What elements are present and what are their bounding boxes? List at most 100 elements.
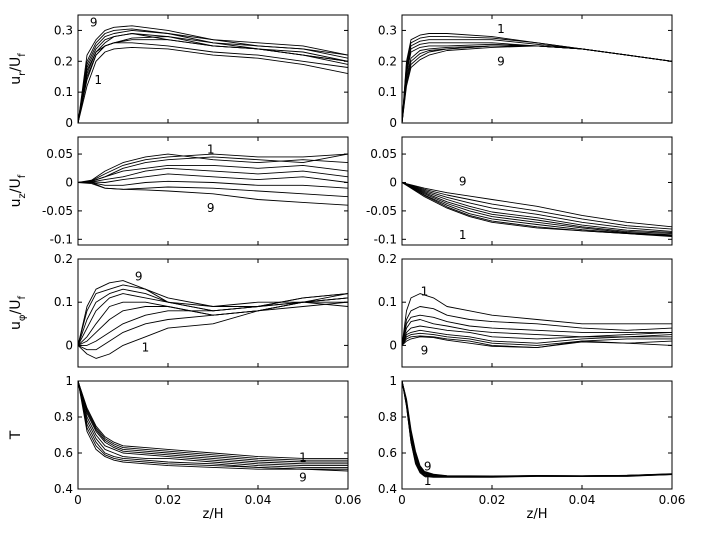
y-tick-label-uz-left-1: -0.05	[42, 204, 73, 218]
series-line-uz-right-5	[402, 182, 672, 235]
series-line-uphi-left-1	[78, 297, 348, 359]
curve-label-ur-left-0: 9	[90, 16, 98, 30]
curve-label-t-right-0: 9	[424, 460, 432, 474]
curve-label-t-right-1: 1	[424, 474, 432, 488]
axes-frame-ur-left	[77, 14, 349, 124]
x-tick-label-t-left-2: 0.04	[245, 493, 272, 507]
series-line-ur-left-8	[78, 28, 348, 123]
y-tick-label-uz-left-0: -0.1	[50, 232, 73, 246]
series-line-uphi-left-5	[78, 301, 348, 346]
y-axis-label-text: u	[8, 198, 24, 207]
y-tick-label-uz-right-0: -0.1	[374, 232, 397, 246]
y-tick-label-ur-right-2: 0.2	[378, 54, 397, 68]
curve-label-uphi-right-1: 9	[421, 344, 429, 358]
axes-frame-t-left	[77, 380, 349, 490]
axes-frame-t-right	[401, 380, 673, 490]
x-tick-label-t-left-0: 0	[74, 493, 82, 507]
series-line-t-left-1	[78, 381, 348, 459]
y-tick-label-t-left-3: 1	[65, 374, 73, 388]
series-line-uphi-left-7	[78, 288, 348, 346]
y-tick-label-uphi-right-1: 0.1	[378, 295, 397, 309]
series-line-uz-left-6	[78, 173, 348, 183]
x-tick-label-t-left-3: 0.06	[335, 493, 362, 507]
series-line-t-right-9	[402, 381, 672, 477]
y-axis-label-text: /U	[8, 178, 24, 193]
series-line-uphi-right-3	[402, 314, 672, 346]
series-line-ur-left-9	[78, 25, 348, 123]
series-line-t-right-1	[402, 381, 672, 478]
series-line-ur-right-1	[402, 33, 672, 123]
series-line-ur-left-7	[78, 29, 348, 123]
series-line-ur-right-4	[402, 42, 672, 123]
y-tick-label-ur-right-1: 0.1	[378, 85, 397, 99]
series-line-t-right-7	[402, 381, 672, 477]
axes-frame-uz-left	[77, 136, 349, 246]
series-line-t-left-2	[78, 381, 348, 461]
y-tick-label-t-left-0: 0.4	[54, 482, 73, 496]
series-line-t-left-5	[78, 381, 348, 467]
y-tick-label-ur-left-1: 0.1	[54, 85, 73, 99]
series-line-ur-right-3	[402, 39, 672, 123]
x-tick-label-t-right-2: 0.04	[569, 493, 596, 507]
series-line-t-right-6	[402, 381, 672, 477]
y-axis-label-subscript: f	[17, 53, 28, 57]
series-line-ur-right-8	[402, 45, 672, 123]
series-line-uphi-right-9	[402, 336, 672, 349]
curve-label-uz-right-1: 1	[459, 228, 467, 242]
series-line-uz-left-3	[78, 153, 348, 183]
axes-frame-uphi-left	[77, 258, 349, 368]
series-line-uphi-left-3	[78, 297, 348, 346]
axes-frame-uz-right	[401, 136, 673, 246]
curve-label-uphi-left-0: 9	[135, 269, 143, 283]
curve-label-t-left-0: 1	[299, 451, 307, 465]
series-line-uz-right-8	[402, 182, 672, 230]
y-tick-label-uphi-left-1: 0.1	[54, 295, 73, 309]
axes-frame-ur-right	[401, 14, 673, 124]
y-axis-label-row-4: T	[8, 430, 24, 440]
y-axis-label-row-2: uz/Uf	[8, 174, 28, 207]
series-line-uz-left-1	[78, 153, 348, 183]
y-tick-label-t-right-1: 0.6	[378, 446, 397, 460]
y-axis-label-row-3: uφ/Uf	[8, 296, 28, 330]
y-axis-label-row-1: ur/Uf	[8, 53, 28, 85]
y-axis-label-text: u	[8, 321, 24, 330]
y-axis-label-text: T	[8, 430, 24, 440]
curve-label-uz-right-0: 9	[459, 174, 467, 188]
x-axis-label-left: z/H	[203, 507, 224, 522]
series-line-t-right-2	[402, 381, 672, 478]
series-line-uz-left-8	[78, 182, 348, 198]
y-tick-label-ur-left-3: 0.3	[54, 23, 73, 37]
y-tick-label-t-left-1: 0.6	[54, 446, 73, 460]
series-line-t-left-9	[78, 381, 348, 472]
curve-label-t-left-1: 9	[299, 470, 307, 484]
series-line-t-right-4	[402, 381, 672, 478]
y-tick-label-t-right-3: 1	[389, 374, 397, 388]
curve-label-ur-right-1: 9	[497, 54, 505, 68]
y-tick-label-uz-right-3: 0.05	[370, 147, 397, 161]
series-line-uphi-right-1	[402, 293, 672, 346]
series-line-uz-right-3	[402, 182, 672, 236]
series-line-uz-right-9	[402, 182, 672, 228]
series-line-uphi-left-4	[78, 301, 348, 346]
series-line-t-left-4	[78, 381, 348, 465]
series-line-uphi-right-8	[402, 335, 672, 349]
series-line-uz-left-9	[78, 182, 348, 206]
y-axis-label-subscript: f	[17, 174, 28, 178]
y-tick-label-ur-right-0: 0	[389, 116, 397, 130]
y-axis-label-subscript: z	[17, 193, 28, 198]
x-tick-label-t-right-1: 0.02	[479, 493, 506, 507]
axes-frame-uphi-right	[401, 258, 673, 368]
series-line-t-left-3	[78, 381, 348, 463]
series-line-uz-right-6	[402, 182, 672, 233]
series-line-ur-right-7	[402, 45, 672, 123]
series-line-uphi-left-9	[78, 280, 348, 346]
series-line-uz-left-7	[78, 180, 348, 189]
series-line-uphi-right-6	[402, 329, 672, 346]
y-tick-label-t-right-2: 0.8	[378, 410, 397, 424]
y-tick-label-uphi-left-0: 0	[65, 338, 73, 352]
y-tick-label-uphi-right-2: 0.2	[378, 252, 397, 266]
y-tick-label-ur-left-0: 0	[65, 116, 73, 130]
series-line-t-right-5	[402, 381, 672, 477]
